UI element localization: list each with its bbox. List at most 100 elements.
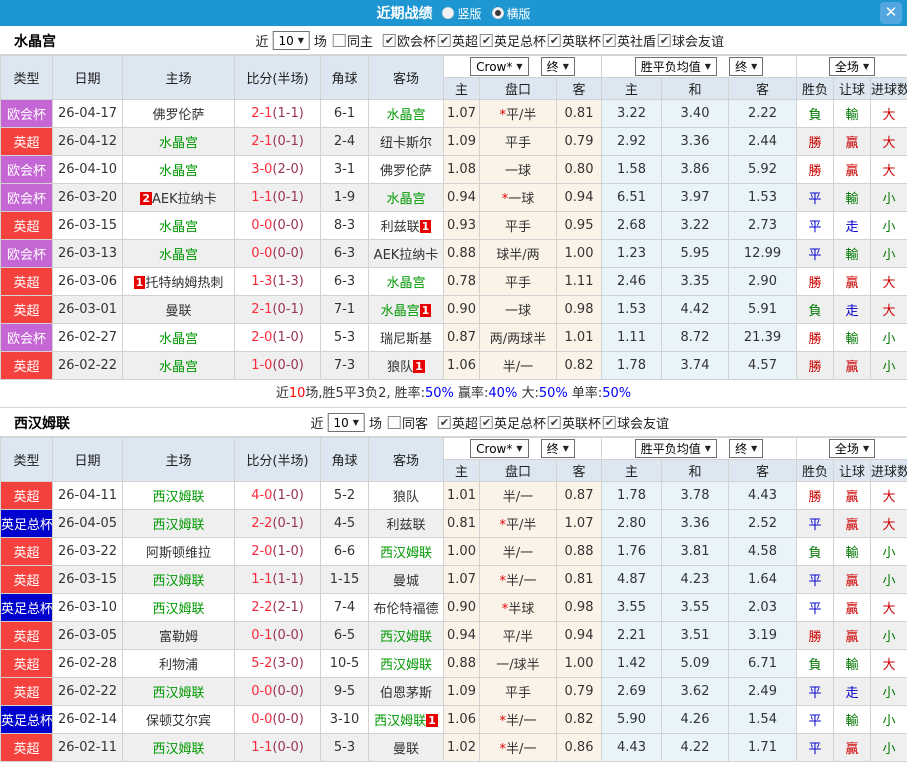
team-title: 水晶宫 — [14, 31, 56, 51]
filter-same-venue-checkbox[interactable]: 同主 — [333, 31, 373, 50]
team-link[interactable]: 曼城 — [393, 574, 419, 589]
filter-league-checkbox[interactable]: ✔球会友谊 — [658, 31, 724, 50]
filter-league-label: 英足总杯 — [494, 31, 546, 50]
radio-vertical-layout[interactable]: 竖版 — [442, 5, 481, 22]
filter-near-label: 近 — [255, 31, 268, 50]
team-link[interactable]: 水晶宫 — [386, 276, 425, 291]
team-link[interactable]: 保顿艾尔宾 — [146, 714, 211, 729]
final-odds-select[interactable]: 终▼ — [541, 439, 575, 458]
filter-league-checkbox[interactable]: ✔英联杯 — [548, 413, 601, 432]
filter-league-checkbox[interactable]: ✔英超 — [438, 31, 478, 50]
team-link[interactable]: 利物浦 — [159, 658, 198, 673]
team-link[interactable]: 西汉姆联 — [380, 658, 432, 673]
away-team-cell: 布伦特福德 — [369, 594, 444, 622]
team-link[interactable]: 水晶宫 — [159, 136, 198, 151]
team-link[interactable]: 西汉姆联 — [374, 714, 426, 729]
final-odds-select[interactable]: 终▼ — [729, 57, 763, 76]
fulltime-select[interactable]: 全场▼ — [829, 57, 875, 76]
team-link[interactable]: 水晶宫 — [159, 220, 198, 235]
halftime-score: (0-0) — [272, 712, 303, 727]
goals-result: 小 — [871, 566, 907, 594]
team-link[interactable]: AEK拉纳卡 — [152, 192, 217, 207]
team-link[interactable]: AEK拉纳卡 — [374, 248, 439, 263]
radio-unselected-icon — [442, 7, 454, 19]
team-link[interactable]: 西汉姆联 — [152, 686, 204, 701]
euro-draw-odds: 3.74 — [662, 352, 729, 380]
fulltime-select[interactable]: 全场▼ — [829, 439, 875, 458]
team-link[interactable]: 水晶宫 — [159, 164, 198, 179]
team-link[interactable]: 狼队 — [387, 360, 413, 375]
wdl-average-select[interactable]: 胜平负均值▼ — [635, 57, 717, 76]
handicap-result: 贏 — [834, 594, 871, 622]
asian-away-odds: 1.07 — [557, 510, 602, 538]
games-count-select[interactable]: 10▼ — [272, 31, 309, 50]
final-odds-select[interactable]: 终▼ — [541, 57, 575, 76]
team-link[interactable]: 西汉姆联 — [380, 630, 432, 645]
red-card-badge: 1 — [420, 304, 432, 317]
winloss-result: 平 — [797, 594, 834, 622]
team-link[interactable]: 狼队 — [393, 490, 419, 505]
team-link[interactable]: 水晶宫 — [159, 248, 198, 263]
team-link[interactable]: 布伦特福德 — [373, 602, 438, 617]
corner-count: 3-1 — [321, 156, 369, 184]
goals-result: 大 — [871, 100, 907, 128]
fulltime-score: 2-1 — [251, 134, 272, 149]
filter-league-checkbox[interactable]: ✔英联杯 — [548, 31, 601, 50]
close-button[interactable]: ✕ — [880, 2, 902, 24]
team-link[interactable]: 水晶宫 — [386, 108, 425, 123]
team-link[interactable]: 瑞尼斯基 — [380, 332, 432, 347]
radio-horizontal-layout[interactable]: 横版 — [492, 5, 531, 22]
filter-same-venue-checkbox[interactable]: 同客 — [388, 413, 428, 432]
filter-games-label: 场 — [314, 31, 327, 50]
score-cell: 5-2(3-0) — [235, 650, 321, 678]
halftime-score: (1-3) — [272, 274, 303, 289]
team-link[interactable]: 曼联 — [165, 304, 191, 319]
filter-league-checkbox[interactable]: ✔欧会杯 — [383, 31, 436, 50]
team-link[interactable]: 西汉姆联 — [152, 518, 204, 533]
team-link[interactable]: 西汉姆联 — [152, 742, 204, 757]
euro-away-odds: 2.49 — [729, 678, 797, 706]
team-link[interactable]: 曼联 — [393, 742, 419, 757]
asian-home-odds: 1.06 — [444, 352, 480, 380]
wdl-average-select[interactable]: 胜平负均值▼ — [635, 439, 717, 458]
euro-home-odds: 1.58 — [602, 156, 662, 184]
sub-col-away-odds: 客 — [557, 78, 602, 100]
team-link[interactable]: 利兹联 — [386, 518, 425, 533]
team-link[interactable]: 纽卡斯尔 — [380, 136, 432, 151]
asian-handicap: 半/一 — [480, 482, 557, 510]
team-link[interactable]: 西汉姆联 — [152, 602, 204, 617]
bookmaker-select[interactable]: Crow*▼ — [470, 439, 528, 458]
winloss-result: 平 — [797, 184, 834, 212]
team-link[interactable]: 西汉姆联 — [152, 574, 204, 589]
filter-league-checkbox[interactable]: ✔英足总杯 — [480, 413, 546, 432]
games-count-select[interactable]: 10▼ — [328, 413, 365, 432]
filter-league-checkbox[interactable]: ✔英社盾 — [603, 31, 656, 50]
team-link[interactable]: 水晶宫 — [381, 304, 420, 319]
filter-league-checkbox[interactable]: ✔英足总杯 — [480, 31, 546, 50]
team-link[interactable]: 水晶宫 — [386, 192, 425, 207]
team-link[interactable]: 托特纳姆热刺 — [145, 276, 223, 291]
euro-home-odds: 2.21 — [602, 622, 662, 650]
away-team-cell: 西汉姆联 — [369, 650, 444, 678]
bookmaker-select[interactable]: Crow*▼ — [470, 57, 528, 76]
handicap-value: *半/一 — [500, 742, 537, 757]
team-link[interactable]: 佛罗伦萨 — [152, 108, 204, 123]
team-link[interactable]: 西汉姆联 — [380, 546, 432, 561]
final-odds-select[interactable]: 终▼ — [729, 439, 763, 458]
team-link[interactable]: 佛罗伦萨 — [380, 164, 432, 179]
team-link[interactable]: 伯恩茅斯 — [380, 686, 432, 701]
col-home: 主场 — [123, 56, 235, 100]
asian-home-odds: 1.08 — [444, 156, 480, 184]
team-link[interactable]: 阿斯顿维拉 — [146, 546, 211, 561]
filter-league-checkbox[interactable]: ✔球会友谊 — [603, 413, 669, 432]
team-link[interactable]: 水晶宫 — [159, 360, 198, 375]
league-type-badge: 欧会杯 — [1, 240, 53, 268]
team-link[interactable]: 富勒姆 — [159, 630, 198, 645]
team-link[interactable]: 水晶宫 — [159, 332, 198, 347]
team-link[interactable]: 利兹联 — [381, 220, 420, 235]
filter-league-checkbox[interactable]: ✔英超 — [438, 413, 478, 432]
euro-home-odds: 2.80 — [602, 510, 662, 538]
euro-home-odds: 1.78 — [602, 352, 662, 380]
team-link[interactable]: 西汉姆联 — [152, 490, 204, 505]
